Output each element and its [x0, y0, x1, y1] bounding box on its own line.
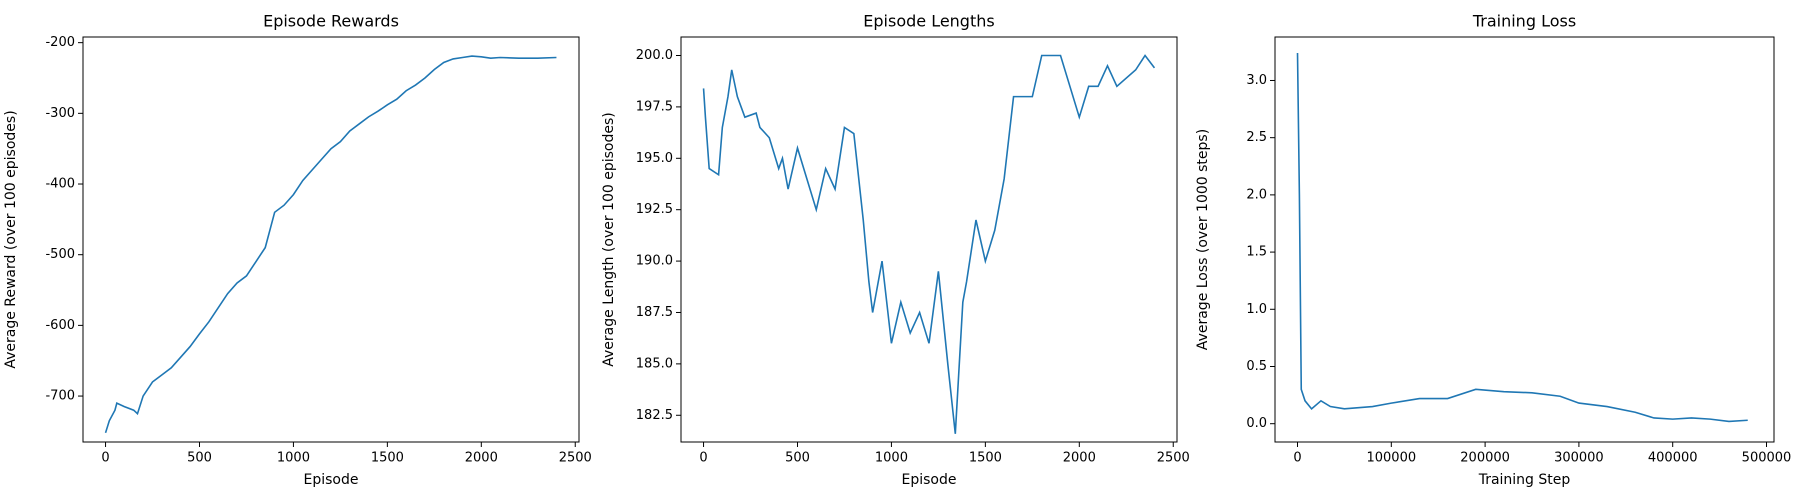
x-tick-label: 500000 — [1742, 451, 1792, 466]
y-axis-label: Average Loss (over 1000 steps) — [1195, 129, 1211, 350]
y-tick-label: 200.0 — [636, 48, 673, 63]
x-tick-label: 1500 — [371, 451, 404, 466]
y-tick-label: 1.0 — [1246, 302, 1267, 317]
x-tick-label: 0 — [1293, 451, 1301, 466]
x-tick-label: 100000 — [1366, 451, 1416, 466]
x-axis-label: Training Step — [1478, 472, 1571, 488]
y-tick-label: 185.0 — [636, 356, 673, 371]
x-tick-label: 0 — [699, 451, 707, 466]
y-tick-label: -400 — [45, 177, 75, 192]
y-tick-label: 2.0 — [1246, 187, 1267, 202]
y-tick-label: 0.5 — [1246, 359, 1267, 374]
y-axis-label: Average Length (over 100 episodes) — [601, 112, 617, 367]
x-axis-label: Episode — [902, 472, 957, 488]
plot-frame — [82, 36, 580, 443]
x-tick-label: 500 — [187, 451, 212, 466]
y-tick-label: -700 — [45, 389, 75, 404]
chart-title: Episode Lengths — [863, 12, 994, 31]
x-tick-label: 0 — [101, 451, 109, 466]
y-tick-label: -600 — [45, 318, 75, 333]
y-tick-label: -300 — [45, 106, 75, 121]
y-tick-label: 182.5 — [636, 408, 673, 423]
plot-frame — [680, 36, 1178, 443]
y-tick-label: 187.5 — [636, 305, 673, 320]
y-tick-label: -200 — [45, 35, 75, 50]
data-line — [1296, 53, 1748, 423]
x-tick-label: 1000 — [277, 451, 310, 466]
data-line — [702, 54, 1156, 434]
x-tick-label: 2000 — [465, 451, 498, 466]
x-tick-label: 300000 — [1554, 451, 1604, 466]
y-tick-label: 2.5 — [1246, 130, 1267, 145]
plot-frame — [1274, 36, 1775, 443]
chart-title: Training Loss — [1472, 12, 1576, 31]
x-tick-label: 2000 — [1063, 451, 1096, 466]
x-tick-label: 1500 — [969, 451, 1002, 466]
y-tick-label: 197.5 — [636, 99, 673, 114]
y-tick-label: -500 — [45, 247, 75, 262]
chart-title: Episode Rewards — [263, 12, 399, 31]
x-tick-label: 2500 — [559, 451, 592, 466]
y-tick-label: 190.0 — [636, 254, 673, 269]
x-tick-label: 400000 — [1648, 451, 1698, 466]
y-tick-label: 1.5 — [1246, 245, 1267, 260]
y-tick-label: 0.0 — [1246, 416, 1267, 431]
y-axis-label: Average Reward (over 100 episodes) — [3, 110, 19, 368]
x-tick-label: 500 — [785, 451, 810, 466]
y-tick-label: 195.0 — [636, 151, 673, 166]
x-tick-label: 1000 — [875, 451, 908, 466]
data-line — [104, 55, 557, 434]
y-tick-label: 3.0 — [1246, 73, 1267, 88]
y-tick-label: 192.5 — [636, 202, 673, 217]
x-tick-label: 2500 — [1157, 451, 1190, 466]
x-axis-label: Episode — [304, 472, 359, 488]
x-tick-label: 200000 — [1460, 451, 1510, 466]
